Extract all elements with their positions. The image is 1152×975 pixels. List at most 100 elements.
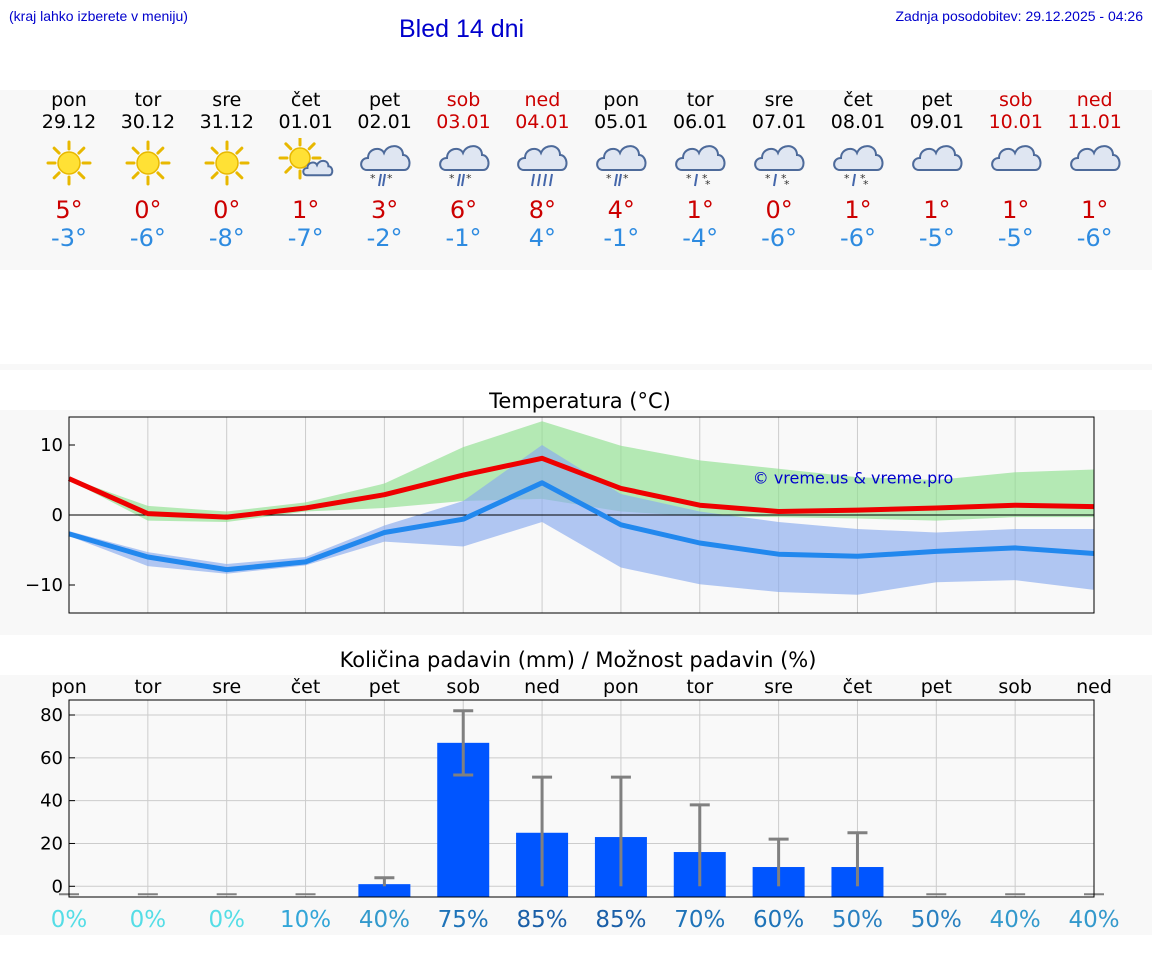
day-date: 11.01 xyxy=(1067,111,1122,133)
y-tick-label: 10 xyxy=(40,435,63,456)
category-label: čet xyxy=(291,676,321,698)
temp-max: 1° xyxy=(1081,196,1109,224)
sun-icon xyxy=(46,140,92,186)
page-title: Bled 14 dni xyxy=(399,15,525,43)
last-update: Zadnja posodobitev: 29.12.2025 - 04:26 xyxy=(895,8,1143,24)
day-name: čet xyxy=(843,89,873,111)
temp-max: 1° xyxy=(292,196,320,224)
temperature-chart: Temperatura (°C) 10 0 −10 © vreme.us & vreme… xyxy=(25,389,1095,614)
day-name: tor xyxy=(686,89,714,111)
category-label: sob xyxy=(998,676,1032,698)
precip-probability: 85% xyxy=(517,907,568,933)
svg-text:*: * xyxy=(606,172,612,185)
sun-icon xyxy=(204,140,250,186)
svg-text:*: * xyxy=(860,172,866,185)
day-name: pet xyxy=(921,89,953,111)
svg-text:*: * xyxy=(781,172,787,185)
day-date: 10.01 xyxy=(988,111,1043,133)
day-date: 31.12 xyxy=(199,111,254,133)
category-label: sre xyxy=(212,676,241,698)
precip-probability: 60% xyxy=(753,907,804,933)
precip-probability: 50% xyxy=(832,907,883,933)
svg-text:*: * xyxy=(765,172,771,185)
temp-max: 5° xyxy=(55,196,83,224)
temp-min: -8° xyxy=(208,224,245,252)
forecast-strip: pon 29.12 5° -3° tor 30.12 0° -6° sre 31.12 0° -8° č… xyxy=(0,90,1152,270)
category-label: pon xyxy=(51,676,87,698)
day-name: sre xyxy=(212,89,242,111)
precip-probability: 40% xyxy=(990,907,1041,933)
forecast-band xyxy=(0,90,1152,270)
forecast-day: tor 30.12 0° -6° xyxy=(108,90,188,252)
day-name: ned xyxy=(524,89,561,111)
day-date: 30.12 xyxy=(120,111,176,133)
precip-probability: 40% xyxy=(359,907,410,933)
temp-max: 1° xyxy=(686,196,714,224)
forecast-day: pon 05.01 * * 4° -1° xyxy=(581,90,661,252)
precip-probability: 0% xyxy=(51,907,88,933)
temp-max: 1° xyxy=(844,196,872,224)
temp-min: -6° xyxy=(129,224,166,252)
cloud-snow-rain-icon: * * xyxy=(596,145,647,187)
day-date: 04.01 xyxy=(515,111,570,133)
tmin-series-line xyxy=(68,480,1095,573)
temp-max: 3° xyxy=(370,196,399,224)
sun-icon xyxy=(125,140,171,186)
category-label: pon xyxy=(603,676,639,698)
precip-probability: 10% xyxy=(280,907,331,933)
svg-text:*: * xyxy=(449,172,455,185)
temp-min: -6° xyxy=(840,224,876,252)
y-tick-label: 80 xyxy=(40,705,63,726)
day-name: sre xyxy=(764,89,794,111)
y-tick-label: 0 xyxy=(52,505,63,526)
cloud-snow-icon: * ** xyxy=(754,145,805,188)
precipitation-chart: Količina padavin (mm) / Možnost padavin … xyxy=(40,648,1119,933)
cloud-snow-icon: * ** xyxy=(833,145,884,188)
temp-max: 6° xyxy=(449,196,478,224)
category-label: tor xyxy=(134,676,161,698)
temp-min: -7° xyxy=(287,224,324,252)
day-date: 29.12 xyxy=(41,111,97,133)
cloud-icon xyxy=(1069,145,1121,171)
category-label: čet xyxy=(843,676,873,698)
precip-probability: 0% xyxy=(208,907,245,933)
svg-text:*: * xyxy=(702,172,708,185)
day-name: pon xyxy=(603,89,640,111)
forecast-day: pon 29.12 5° -3° xyxy=(29,90,109,252)
forecast-day: ned 04.01 8° 4° xyxy=(502,90,582,252)
plot-frame xyxy=(68,416,1095,614)
svg-text:*: * xyxy=(387,172,393,185)
y-tick-label: −10 xyxy=(25,575,63,596)
precip-probability: 85% xyxy=(595,907,646,933)
day-date: 06.01 xyxy=(672,111,728,133)
category-label: tor xyxy=(686,676,713,698)
precip-probability: 0% xyxy=(130,907,167,933)
category-label: pet xyxy=(369,676,400,698)
svg-text:*: * xyxy=(370,172,376,185)
cloud-icon xyxy=(990,145,1042,171)
temp-max: 0° xyxy=(765,196,793,224)
forecast-day: tor 06.01 * * * 1° -4° xyxy=(660,90,740,252)
precip-bar xyxy=(358,884,411,897)
category-label: pet xyxy=(921,676,952,698)
forecast-day: ned 11.01 1° -6° xyxy=(1055,90,1135,252)
temp-min: -1° xyxy=(445,224,482,252)
temp-min: -6° xyxy=(1076,224,1113,252)
forecast-day: sre 07.01 * * * 0° -6° xyxy=(739,90,819,252)
category-label: sre xyxy=(764,676,793,698)
day-name: pon xyxy=(51,89,87,111)
cloud-snow-rain-icon: * * xyxy=(438,145,489,187)
location-hint[interactable]: (kraj lahko izberete v meniju) xyxy=(9,8,188,24)
temp-min: -3° xyxy=(51,224,87,252)
y-tick-label: 20 xyxy=(40,833,63,854)
chart-title: Temperatura (°C) xyxy=(488,389,671,413)
temp-max: 4° xyxy=(607,196,635,224)
temp-min: -6° xyxy=(761,224,798,252)
day-date: 01.01 xyxy=(278,111,333,133)
svg-text:*: * xyxy=(686,172,692,185)
cloud-snow-rain-icon: * * xyxy=(359,145,411,187)
svg-text:*: * xyxy=(466,172,472,185)
day-name: ned xyxy=(1076,89,1113,111)
forecast-day: pet 02.01 * * 3° -2° xyxy=(345,90,425,252)
precip-probability: 40% xyxy=(1068,907,1119,933)
